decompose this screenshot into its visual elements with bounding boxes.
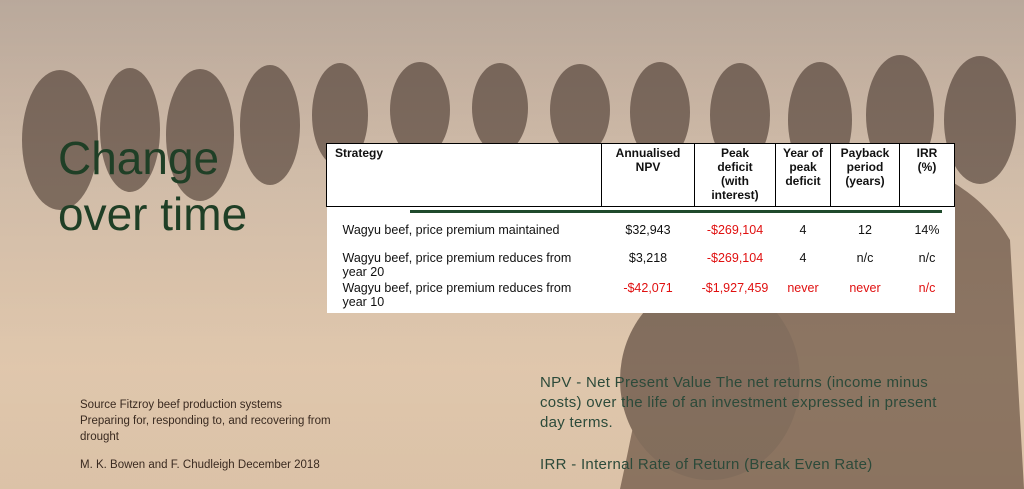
table-row: Wagyu beef, price premium maintained $32… [326, 219, 955, 247]
cell-year: 4 [799, 251, 807, 265]
cell-payback: 12 [858, 223, 872, 237]
table-row: Wagyu beef, price premium reduces from y… [326, 247, 955, 281]
header-year: Year of peak deficit [775, 143, 831, 207]
cell-peak: -$269,104 [706, 223, 764, 237]
irr-definition: IRR - Internal Rate of Return (Break Eve… [540, 456, 873, 473]
cell-npv: $3,218 [628, 251, 668, 265]
header-strategy: Strategy [326, 143, 602, 207]
npv-definition: NPV - Net Present Value The net returns … [540, 374, 937, 431]
cell-irr: 14% [914, 223, 940, 237]
strategy-table: Strategy Annualised NPV Peak deficit (with i… [326, 143, 955, 313]
header-irr: IRR (%) [899, 143, 955, 207]
cell-payback: n/c [856, 251, 874, 265]
cell-payback: never [849, 281, 881, 295]
header-payback: Payback period (years) [830, 143, 900, 207]
authors-citation: M. K. Bowen and F. Chudleigh December 20… [80, 459, 320, 471]
cell-npv: $32,943 [625, 223, 671, 237]
table-row: Wagyu beef, price premium reduces from y… [326, 281, 955, 313]
header-npv: Annualised NPV [601, 143, 695, 207]
cell-year: 4 [799, 223, 807, 237]
cell-npv: -$42,071 [623, 281, 673, 295]
cell-irr: n/c [918, 281, 936, 295]
source-citation: Source Fitzroy beef production systems Pr… [80, 399, 331, 443]
cell-strategy: Wagyu beef, price premium reduces from y… [342, 281, 572, 309]
cell-irr: n/c [918, 251, 936, 265]
cell-year: never [787, 281, 819, 295]
cell-strategy: Wagyu beef, price premium maintained [342, 223, 560, 237]
header-peak-deficit: Peak deficit (with interest) [694, 143, 776, 207]
cell-peak: -$1,927,459 [701, 281, 769, 295]
cell-strategy: Wagyu beef, price premium reduces from y… [342, 251, 572, 279]
accent-divider [410, 210, 942, 213]
bull-image [620, 146, 1024, 489]
slide-title: Change over time [58, 132, 248, 240]
cell-peak: -$269,104 [706, 251, 764, 265]
